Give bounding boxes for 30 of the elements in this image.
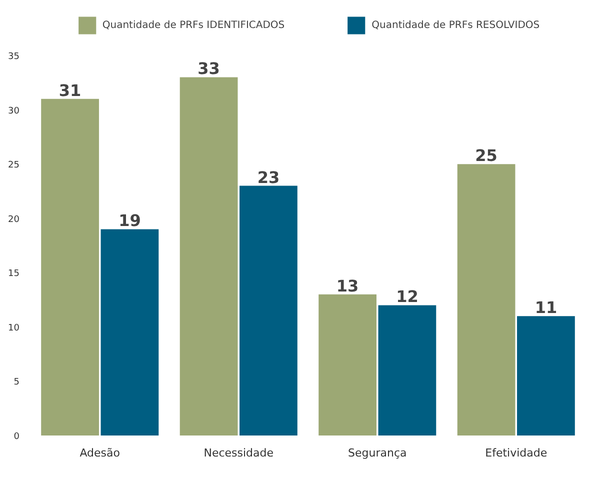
x-tick-label: Efetividade <box>485 446 548 460</box>
bar <box>318 294 376 436</box>
legend-label: Quantidade de PRFs RESOLVIDOS <box>372 20 540 30</box>
data-label: 33 <box>198 59 220 78</box>
x-tick-label: Segurança <box>348 446 407 460</box>
y-tick-label: 30 <box>8 106 20 116</box>
bar <box>100 229 159 436</box>
legend-label: Quantidade de PRFs IDENTIFICADOS <box>102 20 285 30</box>
y-tick-label: 10 <box>8 323 20 334</box>
data-label: 13 <box>336 276 359 296</box>
data-label: 19 <box>118 211 141 230</box>
x-tick-label: Adesão <box>80 446 120 460</box>
bar <box>378 305 436 436</box>
bar <box>180 77 238 436</box>
data-label: 23 <box>257 168 280 187</box>
data-label: 31 <box>58 80 82 100</box>
bar <box>240 186 298 436</box>
y-tick-label: 20 <box>8 214 20 225</box>
bar <box>41 98 99 436</box>
bar <box>457 164 516 436</box>
data-label: 11 <box>534 298 558 318</box>
data-label: 12 <box>396 287 418 306</box>
y-tick-label: 25 <box>8 160 20 171</box>
y-tick-label: 15 <box>8 269 20 280</box>
y-tick-label: 35 <box>8 52 20 62</box>
data-label: 25 <box>475 146 498 166</box>
y-tick-label: 0 <box>14 432 20 442</box>
x-tick-label: Necessidade <box>204 446 274 460</box>
bar <box>517 316 575 436</box>
y-tick-label: 5 <box>14 378 20 388</box>
